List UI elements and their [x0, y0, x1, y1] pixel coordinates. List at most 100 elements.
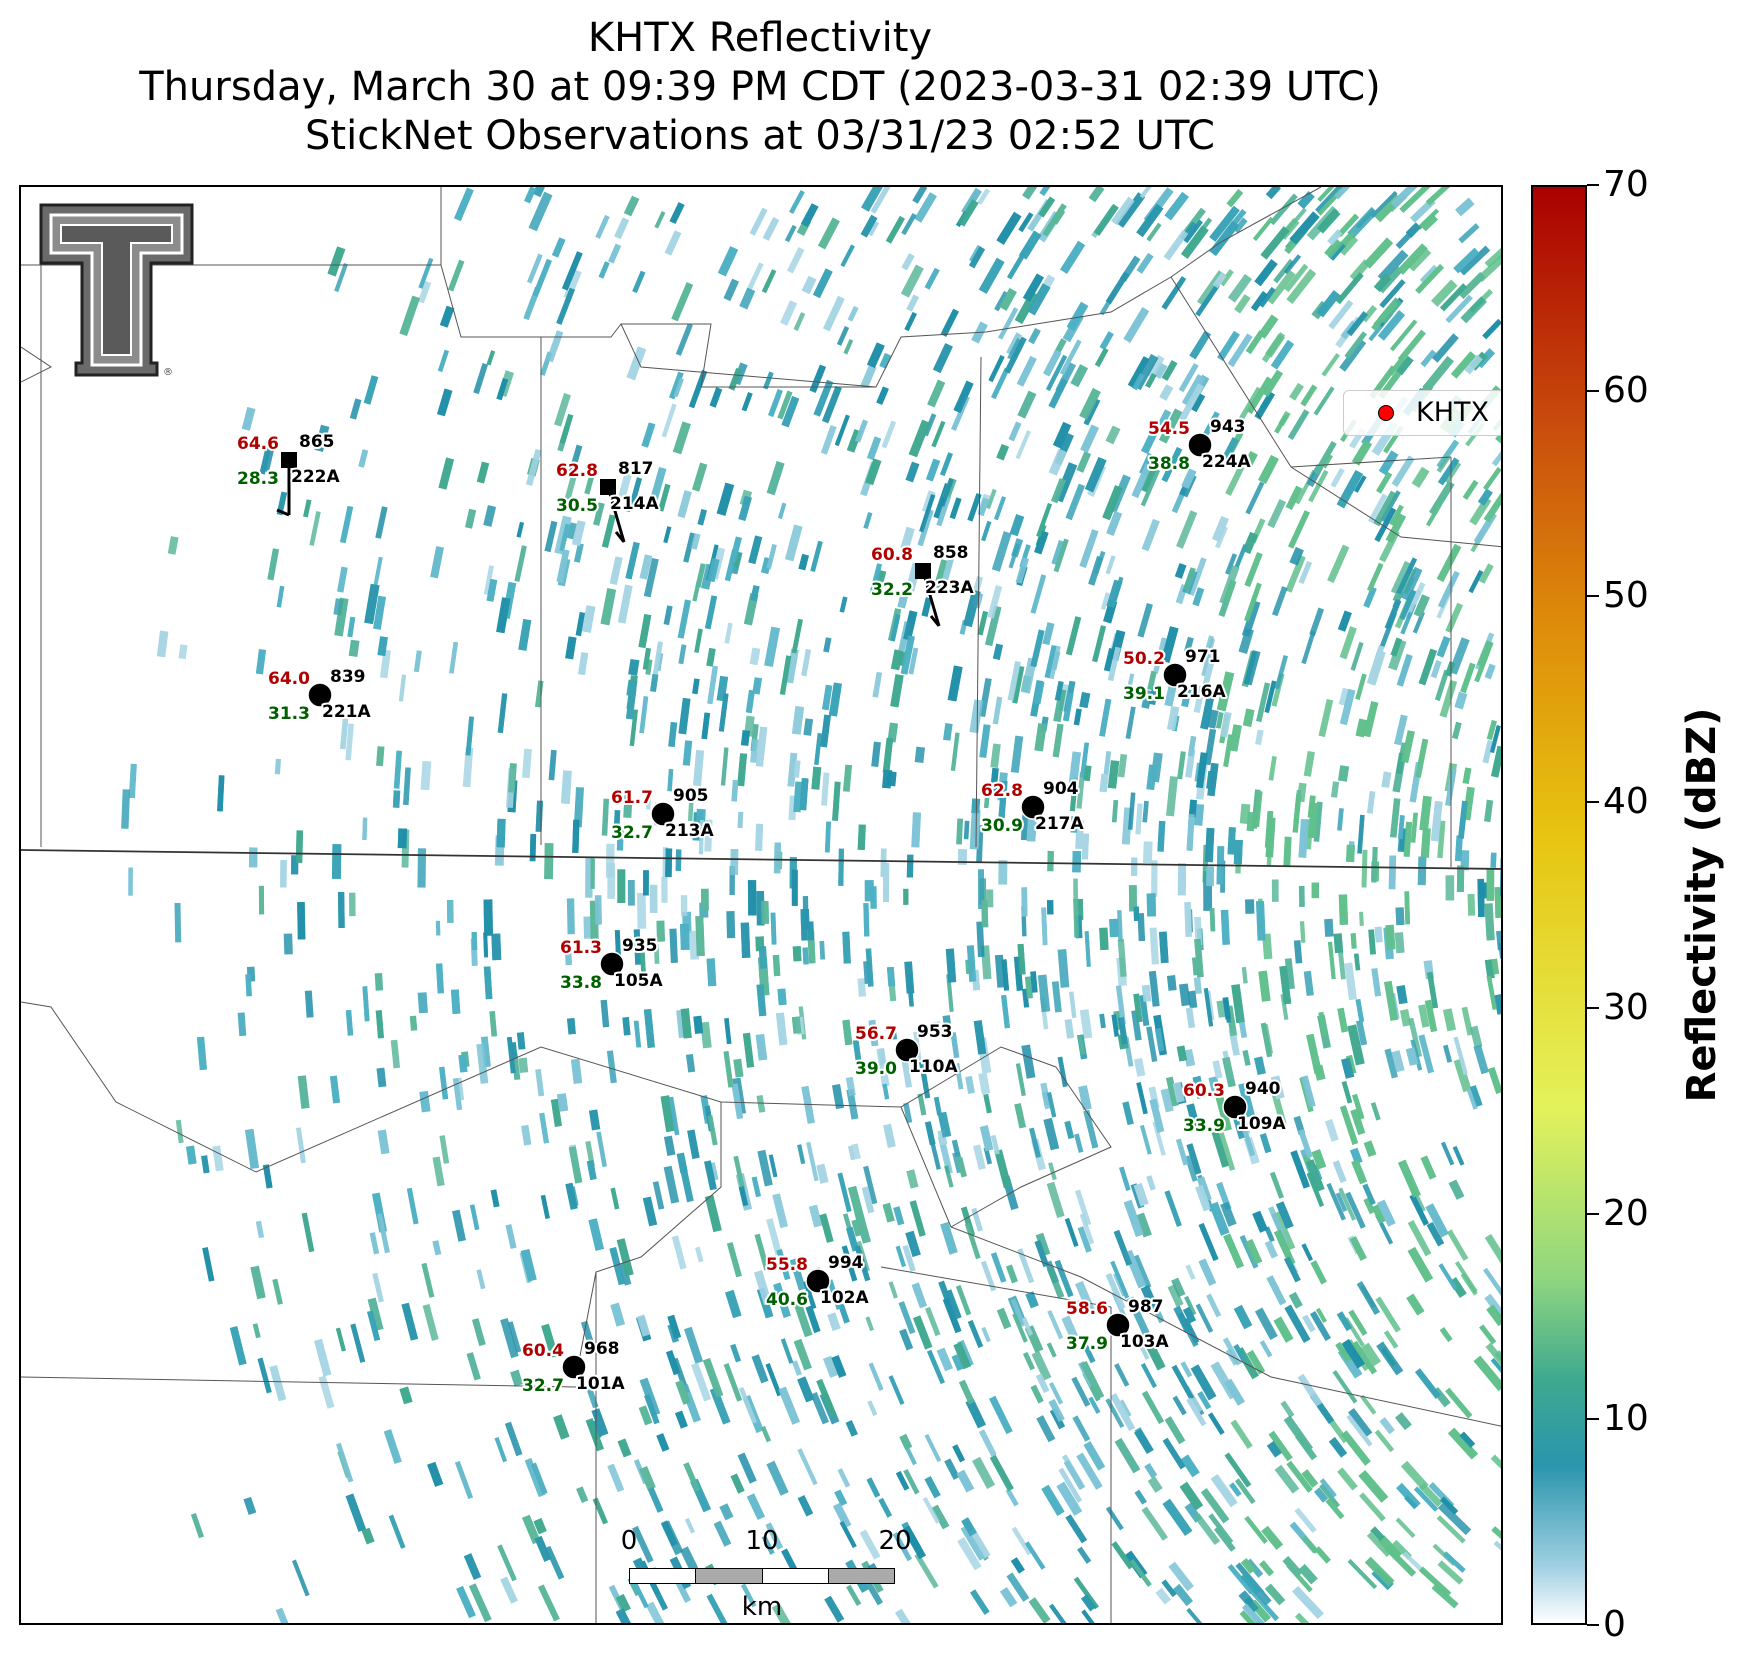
- station-dewpoint: 28.3: [237, 469, 279, 489]
- station-temperature: 61.3: [560, 938, 602, 958]
- scale-tick-10: 10: [745, 1526, 779, 1556]
- station-222A: 64.6 865 28.3 222A: [235, 430, 342, 517]
- map-legend: KHTX: [1343, 390, 1501, 436]
- radar-map-canvas: 64.6 865 28.3 222A 62.8 817 30.5 214A 60.8 858 32.…: [21, 187, 1501, 1623]
- scale-bar-segments: [629, 1568, 895, 1584]
- station-224A: 54.5 943 38.8 224A: [1146, 415, 1253, 476]
- colorbar-tick: [1587, 801, 1599, 804]
- station-circle-marker: [1162, 662, 1188, 688]
- station-pressure: 865: [299, 432, 335, 452]
- wind-barb: [276, 508, 290, 517]
- station-id: 213A: [665, 821, 714, 841]
- station-dewpoint: 38.8: [1148, 454, 1190, 474]
- station-216A: 50.2 971 39.1 216A: [1121, 645, 1228, 706]
- station-temperature: 62.8: [981, 781, 1023, 801]
- station-pressure: 971: [1185, 647, 1221, 667]
- station-temperature: 55.8: [766, 1255, 808, 1275]
- state-boundary: [21, 849, 1501, 870]
- station-id: 222A: [291, 467, 340, 487]
- colorbar-tick: [1587, 595, 1599, 598]
- station-id: 101A: [576, 1374, 625, 1394]
- station-temperature: 56.7: [855, 1024, 897, 1044]
- station-dewpoint: 40.6: [766, 1290, 808, 1310]
- station-id: 216A: [1177, 682, 1226, 702]
- station-id: 110A: [909, 1057, 958, 1077]
- station-dewpoint: 33.8: [560, 973, 602, 993]
- station-dewpoint: 39.0: [855, 1059, 897, 1079]
- wind-barb: [614, 531, 626, 543]
- chart-title: KHTX Reflectivity: [587, 15, 933, 61]
- station-dewpoint: 31.3: [268, 704, 310, 724]
- chart-subtitle-time: Thursday, March 30 at 09:39 PM CDT (2023…: [139, 64, 1381, 110]
- colorbar-tick: [1587, 1212, 1599, 1215]
- station-223A: 60.8 858 32.2 223A: [869, 541, 976, 627]
- radar-map[interactable]: 64.6 865 28.3 222A 62.8 817 30.5 214A 60.8 858 32.…: [19, 185, 1503, 1625]
- station-dewpoint: 33.9: [1183, 1116, 1225, 1136]
- colorbar-tick-label: 60: [1603, 369, 1649, 411]
- station-102A: 55.8 994 40.6 102A: [764, 1251, 871, 1312]
- station-dewpoint: 30.9: [981, 816, 1023, 836]
- station-pressure: 839: [330, 667, 366, 687]
- station-pressure: 817: [618, 459, 654, 479]
- station-id: 223A: [925, 578, 974, 598]
- wind-barb: [921, 570, 941, 627]
- colorbar-tick: [1587, 389, 1599, 392]
- station-dewpoint: 32.7: [522, 1376, 564, 1396]
- station-dewpoint: 32.7: [611, 823, 653, 843]
- colorbar-tick: [1587, 184, 1599, 186]
- colorbar-tick-label: 10: [1603, 1398, 1649, 1440]
- station-pressure: 935: [622, 936, 658, 956]
- station-dewpoint: 32.2: [871, 580, 913, 600]
- station-id: 109A: [1237, 1114, 1286, 1134]
- station-circle-marker: [1187, 432, 1213, 458]
- station-pressure: 953: [917, 1022, 953, 1042]
- station-id: 102A: [820, 1288, 869, 1308]
- chart-subtitle-obs: StickNet Observations at 03/31/23 02:52 …: [305, 113, 1215, 159]
- station-circle-marker: [1222, 1094, 1248, 1120]
- station-pressure: 943: [1210, 417, 1246, 437]
- station-214A: 62.8 817 30.5 214A: [554, 457, 661, 543]
- station-circle-marker: [561, 1354, 587, 1380]
- colorbar-tick-label: 70: [1603, 164, 1649, 205]
- legend-label: KHTX: [1416, 397, 1489, 428]
- colorbar-tick-label: 30: [1603, 986, 1649, 1028]
- colorbar-tick-label: 20: [1603, 1192, 1649, 1234]
- station-109A: 60.3 940 33.9 109A: [1181, 1077, 1288, 1138]
- station-pressure: 968: [584, 1339, 620, 1359]
- station-id: 224A: [1202, 452, 1251, 472]
- county-boundaries: [21, 187, 1501, 1623]
- station-101A: 60.4 968 32.7 101A: [520, 1337, 627, 1398]
- colorbar-tick-label: 40: [1603, 781, 1649, 823]
- station-temperature: 58.6: [1066, 1299, 1108, 1319]
- station-id: 221A: [322, 702, 371, 722]
- texas-tech-logo-icon: ®: [39, 203, 194, 378]
- station-pressure: 940: [1245, 1079, 1281, 1099]
- station-pressure: 987: [1128, 1297, 1164, 1317]
- station-id: 105A: [614, 971, 663, 991]
- scale-bar: 0 10 20 km: [600, 1526, 912, 1620]
- colorbar-tick-label: 50: [1603, 575, 1649, 617]
- station-temperature: 54.5: [1148, 419, 1190, 439]
- station-213A: 61.7 905 32.7 213A: [609, 784, 716, 845]
- station-dewpoint: 39.1: [1123, 684, 1165, 704]
- station-temperature: 60.8: [871, 545, 913, 565]
- station-temperature: 62.8: [556, 461, 598, 481]
- colorbar-tick: [1587, 1418, 1599, 1421]
- station-dewpoint: 30.5: [556, 496, 598, 516]
- station-square-marker: [600, 479, 616, 495]
- colorbar-tick: [1587, 1006, 1599, 1009]
- scale-tick-0: 0: [620, 1526, 638, 1556]
- station-temperature: 50.2: [1123, 649, 1165, 669]
- station-circle-marker: [599, 951, 625, 977]
- station-temperature: 64.6: [237, 434, 279, 454]
- station-id: 103A: [1120, 1332, 1169, 1352]
- wind-barb: [929, 615, 941, 627]
- station-square-marker: [915, 563, 931, 579]
- station-circle-marker: [1105, 1312, 1131, 1338]
- station-105A: 61.3 935 33.8 105A: [558, 934, 665, 995]
- reflectivity-field: [121, 187, 1501, 1623]
- station-circle-marker: [1020, 794, 1046, 820]
- station-id: 217A: [1035, 814, 1084, 834]
- station-circle-marker: [650, 801, 676, 827]
- svg-text:®: ®: [163, 367, 173, 378]
